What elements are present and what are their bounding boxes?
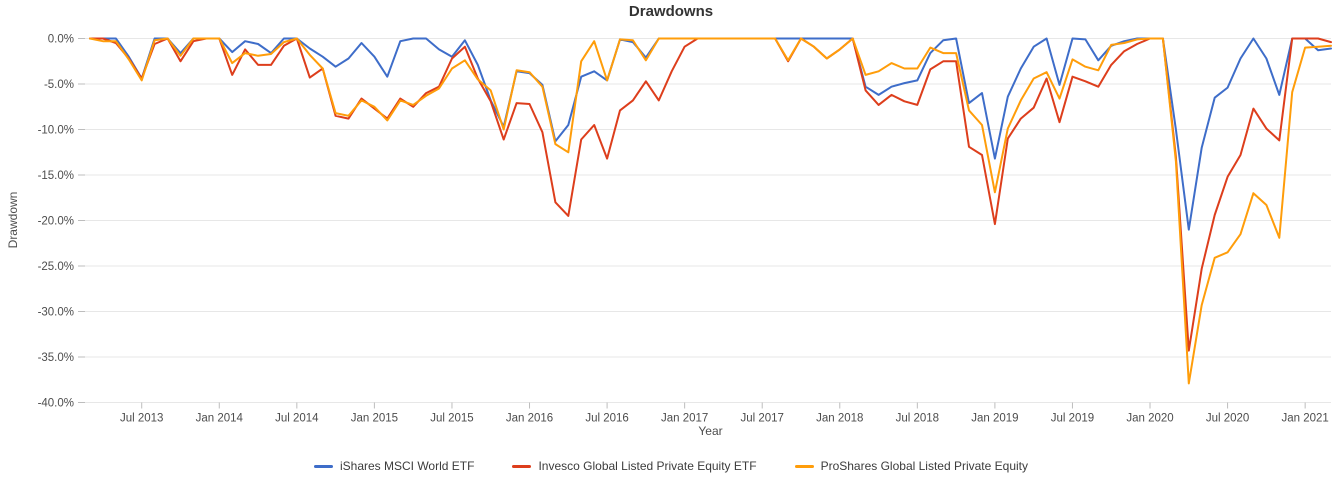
- y-tick-label: -15.0%: [38, 170, 74, 182]
- x-tick-label: Jan 2017: [661, 413, 708, 425]
- y-tick-label: -5.0%: [44, 79, 74, 91]
- y-tick-label: -30.0%: [38, 307, 74, 319]
- x-tick-label: Jan 2015: [351, 413, 398, 425]
- x-tick-label: Jul 2018: [896, 413, 939, 425]
- y-tick-label: -20.0%: [38, 216, 74, 228]
- x-tick-label: Jul 2015: [430, 413, 473, 425]
- series-line-proshares-global-listed-private-equity[interactable]: [89, 37, 1332, 385]
- legend-label: iShares MSCI World ETF: [339, 459, 475, 473]
- chart-title: Drawdowns: [628, 3, 714, 20]
- y-tick-label: -25.0%: [38, 261, 74, 273]
- x-tick-label: Jul 2014: [275, 413, 319, 425]
- legend-line-swatch-red: [512, 464, 532, 468]
- x-axis-title: Year: [698, 424, 723, 438]
- x-tick-label: Jul 2017: [740, 413, 783, 425]
- x-tick-label: Jul 2013: [120, 413, 163, 425]
- x-tick-label: Jan 2019: [971, 413, 1018, 425]
- y-tick-label: 0.0%: [48, 34, 74, 46]
- legend-line-swatch-orange: [794, 464, 814, 468]
- x-tick-label: Jul 2016: [585, 413, 628, 425]
- y-tick-label: -35.0%: [38, 352, 74, 364]
- legend-item-invesco: Invesco Global Listed Private Equity ETF: [512, 459, 757, 473]
- x-tick-label: Jul 2020: [1206, 413, 1249, 425]
- legend-label: Invesco Global Listed Private Equity ETF: [538, 459, 757, 473]
- x-tick-label: Jan 2021: [1281, 413, 1328, 425]
- series-line-ishares-msci-world-etf[interactable]: [89, 37, 1332, 231]
- x-tick-label: Jan 2020: [1126, 413, 1173, 425]
- legend-line-swatch-blue: [313, 464, 333, 468]
- legend-item-proshares: ProShares Global Listed Private Equity: [794, 459, 1029, 473]
- plot-area[interactable]: 0.0% -5.0% -10.0% -15.0% -20.0% -25.0% -30.0% -…: [0, 0, 1342, 445]
- legend-item-ishares: iShares MSCI World ETF: [313, 459, 475, 473]
- y-axis-title: Drawdown: [6, 191, 20, 249]
- y-tick-label: -10.0%: [38, 125, 74, 137]
- y-tick-label: -40.0%: [38, 398, 74, 410]
- x-tick-label: Jul 2019: [1051, 413, 1094, 425]
- legend: iShares MSCI World ETF Invesco Global Li…: [0, 459, 1342, 473]
- x-tick-label: Jan 2018: [816, 413, 863, 425]
- x-tick-label: Jan 2016: [506, 413, 553, 425]
- legend-label: ProShares Global Listed Private Equity: [820, 459, 1029, 473]
- series-line-invesco-global-listed-private-equity-etf[interactable]: [89, 37, 1332, 352]
- x-tick-label: Jan 2014: [196, 413, 244, 425]
